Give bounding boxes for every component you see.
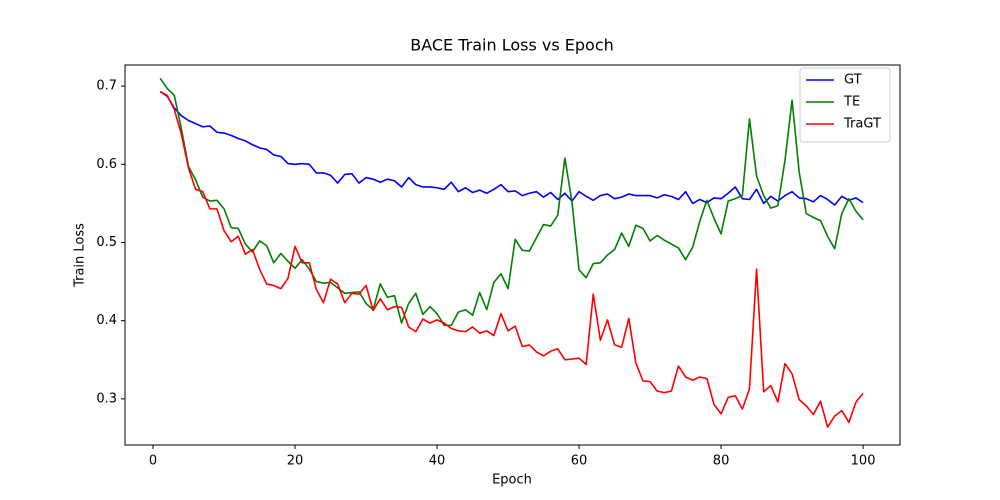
y-tick-label: 0.7	[96, 79, 117, 94]
line-series	[159, 90, 864, 428]
y-tick-label: 0.6	[96, 157, 117, 172]
plot-frame	[124, 64, 901, 446]
legend-label: TE	[843, 95, 860, 110]
x-tick-label: 100	[851, 454, 876, 469]
x-axis-label: Epoch	[492, 473, 532, 488]
line-series	[159, 77, 864, 327]
x-tick-label: 0	[149, 454, 157, 469]
y-tick-label: 0.3	[96, 391, 117, 406]
x-tick-label: 60	[571, 454, 588, 469]
y-axis-label: Train Loss	[73, 223, 88, 288]
line-series	[159, 90, 864, 206]
legend-label: TraGT	[843, 117, 881, 132]
x-tick-label: 80	[713, 454, 730, 469]
x-tick-label: 20	[287, 454, 304, 469]
y-tick-label: 0.5	[96, 235, 117, 250]
chart-title: BACE Train Loss vs Epoch	[410, 36, 614, 55]
y-tick-label: 0.4	[96, 313, 117, 328]
legend-label: GT	[844, 73, 862, 88]
x-tick-label: 40	[429, 454, 446, 469]
